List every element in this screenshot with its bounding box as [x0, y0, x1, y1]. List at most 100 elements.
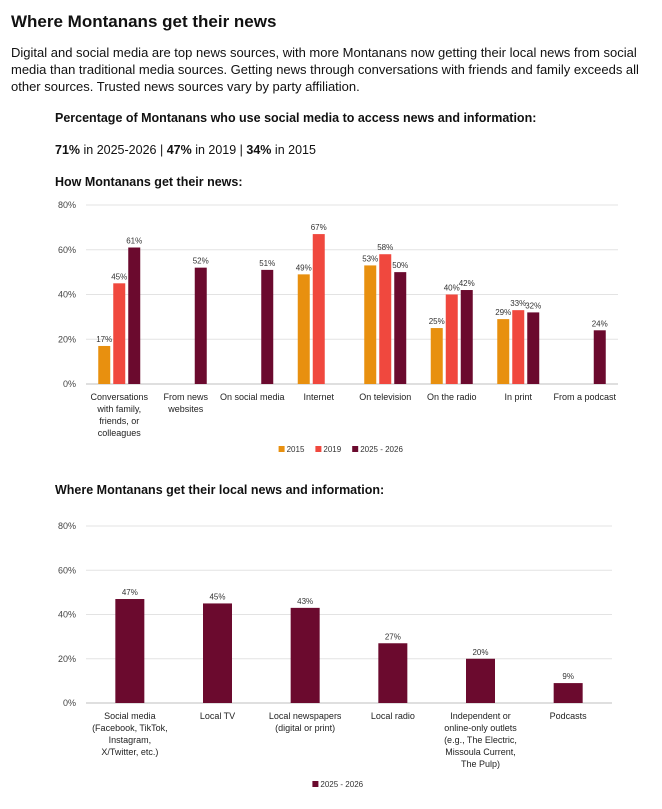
bar: [194, 267, 207, 384]
legend-label: 2025 - 2026: [360, 445, 403, 454]
bar: [128, 247, 141, 384]
legend-swatch: [352, 446, 359, 452]
data-label: 50%: [392, 261, 408, 270]
x-tick-label: online-only outlets: [444, 723, 517, 733]
x-tick-label: Conversations: [90, 392, 148, 402]
x-tick-label: X/Twitter, etc.): [101, 747, 158, 757]
x-tick-label: Local radio: [371, 711, 415, 721]
legend-label: 2019: [323, 445, 341, 454]
data-label: 40%: [444, 284, 460, 293]
y-tick-label: 80%: [58, 200, 76, 210]
stat-separator: |: [236, 143, 247, 157]
x-tick-label: From news: [163, 392, 208, 402]
data-label: 67%: [311, 223, 327, 232]
data-label: 20%: [472, 648, 488, 657]
y-tick-label: 60%: [58, 565, 76, 575]
x-tick-label: friends, or: [99, 416, 139, 426]
data-label: 25%: [429, 317, 445, 326]
legend-swatch: [278, 446, 285, 452]
bar: [466, 658, 495, 703]
stat-label-2015: in 2015: [271, 143, 316, 157]
chart1-title: How Montanans get their news:: [55, 175, 243, 189]
stat-value-2025: 71%: [55, 143, 81, 157]
stat-value-2019: 47%: [166, 143, 192, 157]
stat-separator: |: [156, 143, 167, 157]
bar: [512, 310, 525, 384]
data-label: 45%: [209, 592, 225, 601]
x-tick-label: On television: [359, 392, 411, 402]
social-stat-heading: Percentage of Montanans who use social m…: [55, 111, 537, 125]
page-title: Where Montanans get their news: [11, 12, 277, 31]
x-tick-label: On social media: [220, 392, 285, 402]
x-tick-label: Local TV: [200, 711, 235, 721]
bar: [312, 234, 325, 384]
x-tick-label: The Pulp): [461, 759, 500, 769]
chart2-title: Where Montanans get their local news and…: [55, 483, 385, 497]
bar: [430, 328, 443, 384]
data-label: 9%: [562, 672, 574, 681]
bar: [379, 254, 392, 384]
intro-paragraph: Digital and social media are top news so…: [11, 45, 639, 94]
x-tick-label: (e.g., The Electric,: [444, 735, 517, 745]
data-label: 47%: [122, 588, 138, 597]
data-label: 49%: [296, 263, 312, 272]
bar: [203, 603, 232, 703]
x-tick-label: colleagues: [98, 428, 142, 438]
data-label: 51%: [259, 259, 275, 268]
data-label: 33%: [510, 299, 526, 308]
y-tick-label: 20%: [58, 334, 76, 344]
bar: [445, 294, 458, 384]
bar: [261, 269, 274, 384]
x-tick-label: Missoula Current,: [445, 747, 516, 757]
bar: [527, 312, 540, 384]
x-tick-label: Internet: [303, 392, 334, 402]
x-tick-label: (digital or print): [275, 723, 335, 733]
data-label: 27%: [385, 632, 401, 641]
bar: [98, 345, 111, 384]
y-tick-label: 40%: [58, 610, 76, 620]
x-tick-label: Local newspapers: [269, 711, 342, 721]
data-label: 58%: [377, 243, 393, 252]
bar: [593, 330, 606, 384]
bar: [290, 607, 320, 703]
data-label: 42%: [459, 279, 475, 288]
data-label: 17%: [96, 335, 112, 344]
x-tick-label: Independent or: [450, 711, 511, 721]
bar: [497, 319, 510, 384]
y-tick-label: 40%: [58, 290, 76, 300]
bar: [113, 283, 126, 384]
y-tick-label: 60%: [58, 245, 76, 255]
x-tick-label: with family,: [96, 404, 141, 414]
bar: [297, 274, 310, 384]
x-tick-label: Social media: [104, 711, 156, 721]
bar: [378, 643, 408, 703]
x-tick-label: Podcasts: [550, 711, 588, 721]
legend-label: 2025 - 2026: [320, 780, 363, 789]
bar: [394, 272, 407, 384]
legend-label: 2015: [287, 445, 305, 454]
stat-label-2025: in 2025-2026: [80, 143, 157, 157]
bar: [364, 265, 377, 384]
x-tick-label: (Facebook, TikTok,: [92, 723, 168, 733]
bar: [460, 290, 473, 384]
legend-swatch: [312, 781, 319, 787]
bar: [553, 683, 583, 703]
data-label: 52%: [193, 257, 209, 266]
y-tick-label: 20%: [58, 654, 76, 664]
bar: [115, 599, 145, 703]
data-label: 24%: [592, 319, 608, 328]
y-tick-label: 0%: [63, 379, 76, 389]
data-label: 32%: [525, 301, 541, 310]
stat-value-2015: 34%: [246, 143, 272, 157]
x-tick-label: In print: [504, 392, 532, 402]
social-stat-values: 71% in 2025-2026 | 47% in 2019 | 34% in …: [55, 143, 316, 157]
stat-label-2019: in 2019: [191, 143, 237, 157]
x-tick-label: Instagram,: [109, 735, 152, 745]
y-tick-label: 0%: [63, 698, 76, 708]
x-tick-label: From a podcast: [553, 392, 616, 402]
x-tick-label: On the radio: [427, 392, 477, 402]
data-label: 43%: [297, 597, 313, 606]
legend-swatch: [315, 446, 322, 452]
data-label: 45%: [111, 272, 127, 281]
